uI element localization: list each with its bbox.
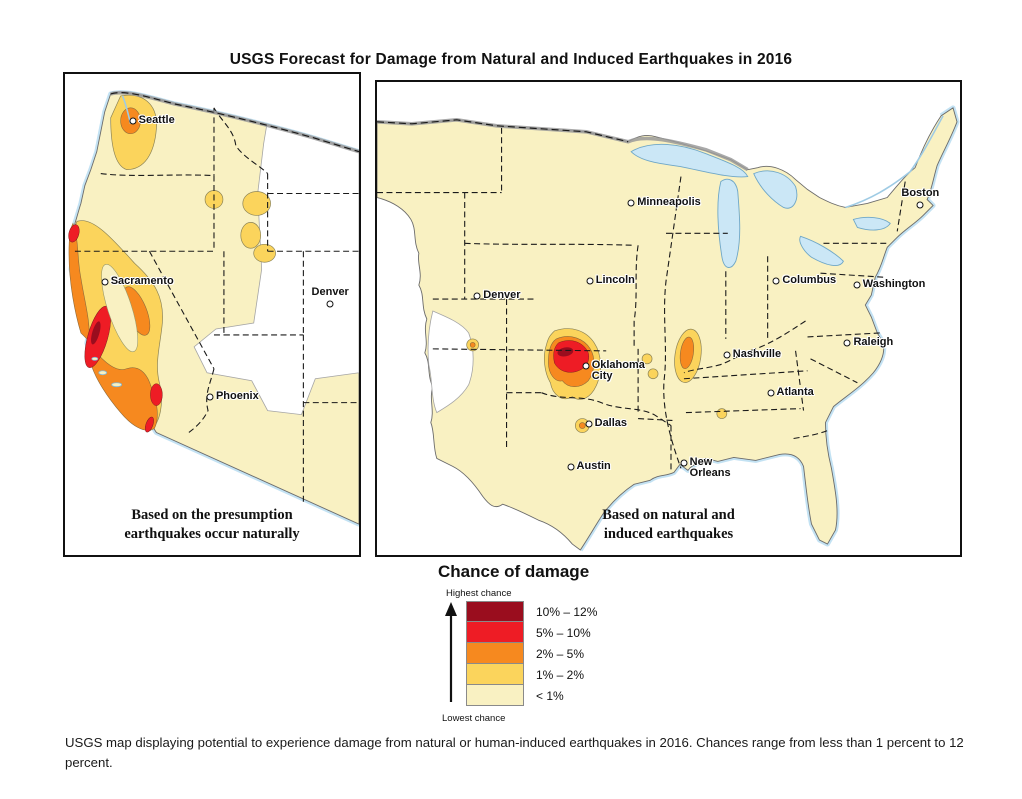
hazard-5-10-scoast [144,416,154,433]
city-label: Seattle [138,113,175,126]
hazard-2-5-raton [469,342,476,348]
city-marker-icon [567,463,575,471]
hazard-1-2-dot [253,243,276,263]
legend-swatch [466,601,524,622]
legend-swatch [466,622,524,643]
city-marker-icon [586,277,594,285]
hazard-2-5-socal [90,348,158,431]
state-borders [74,107,359,503]
city-marker-icon [772,277,780,285]
city-marker-icon [473,292,481,300]
city-marker-icon [680,459,688,467]
hazard-1-2-dot [240,222,262,249]
legend-arrow-icon [445,602,457,702]
legend-swatch [466,664,524,685]
legend: Chance of damage Highest chance 10% – 12… [438,562,678,724]
city-marker-icon [723,351,731,359]
city-label: Washington [862,278,926,291]
hazard-2-5-norcal-coast [68,222,90,342]
city-label: Minneapolis [637,196,701,209]
central-valley [101,264,139,353]
hazard-1-2-dot [242,191,271,216]
legend-row: 10% – 12% [466,601,597,622]
city-marker-icon [916,201,924,209]
city-label: Raleigh [853,335,894,348]
island [91,356,99,361]
page-title: USGS Forecast for Damage from Natural an… [229,51,793,68]
city-label: Columbus [782,274,837,287]
legend-range-label: < 1% [536,688,564,703]
city-marker-icon [206,393,214,401]
legend-scale: 10% – 12% 5% – 10% 2% – 5% 1% – 2% < 1% [466,601,597,706]
map-panel-induced: Minneapolis Boston Lincoln Columbus Washingt… [375,80,962,557]
legend-title: Chance of damage [438,562,590,581]
legend-row: 5% – 10% [466,622,597,643]
island [98,370,108,376]
st-lawrence-river [845,115,944,209]
hazard-2-5-newmadrid [679,336,695,369]
city-label: Denver [311,286,349,299]
conus-map [377,105,960,552]
city-marker-icon [627,199,635,207]
city-label: Phoenix [215,389,259,402]
island [111,382,123,388]
legend-range-label: 2% – 5% [536,646,585,661]
footer-caption: USGS map displaying potential to experie… [65,735,964,771]
city-label: Atlanta [776,386,814,399]
left-map-caption: Based on the presumption earthquakes occ… [124,506,300,543]
hazard-1-2-dot [647,368,659,380]
hazard-10-12-core [91,321,101,345]
west-us-map [68,90,359,527]
city-label: Denver [483,289,521,302]
negligible-zone [427,310,474,414]
map-panel-natural: Seattle Sacramento Denver Phoenix Based on … [63,72,361,557]
legend-range-label: 1% – 2% [536,667,585,682]
right-map-caption: Based on natural and induced earthquakes [602,506,735,543]
city-label: Boston [901,187,940,200]
city-marker-icon [585,420,593,428]
hazard-1-2-memphis [716,408,728,419]
legend-highest-label: Highest chance [446,588,512,599]
city-label: Nashville [732,347,782,360]
legend-swatch [466,685,524,706]
canada-border-dash [377,119,629,143]
state-borders [377,127,906,471]
city-label: Oklahoma City [591,358,645,383]
hazard-10-12-oklahoma [557,347,574,357]
city-label: Lincoln [595,274,635,287]
great-lakes [630,143,891,268]
city-marker-icon [326,300,334,308]
legend-range-label: 5% – 10% [536,625,591,640]
legend-lowest-label: Lowest chance [442,713,506,724]
hazard-5-10-nw [68,224,80,243]
legend-row: < 1% [466,685,597,706]
city-marker-icon [101,278,109,286]
hazard-5-10-socal [150,383,163,406]
legend-row: 2% – 5% [466,643,597,664]
legend-range-label: 10% – 12% [536,604,598,619]
city-marker-icon [767,389,775,397]
canada-border-dash [110,92,359,153]
city-label: Sacramento [110,275,174,288]
city-marker-icon [582,362,590,370]
legend-swatch [466,643,524,664]
city-marker-icon [853,281,861,289]
city-marker-icon [129,117,137,125]
city-label: Dallas [594,416,628,429]
city-label: New Orleans [689,455,731,480]
city-label: Austin [576,459,611,472]
hazard-1-2-dot [641,353,653,365]
city-marker-icon [843,339,851,347]
legend-row: 1% – 2% [466,664,597,685]
